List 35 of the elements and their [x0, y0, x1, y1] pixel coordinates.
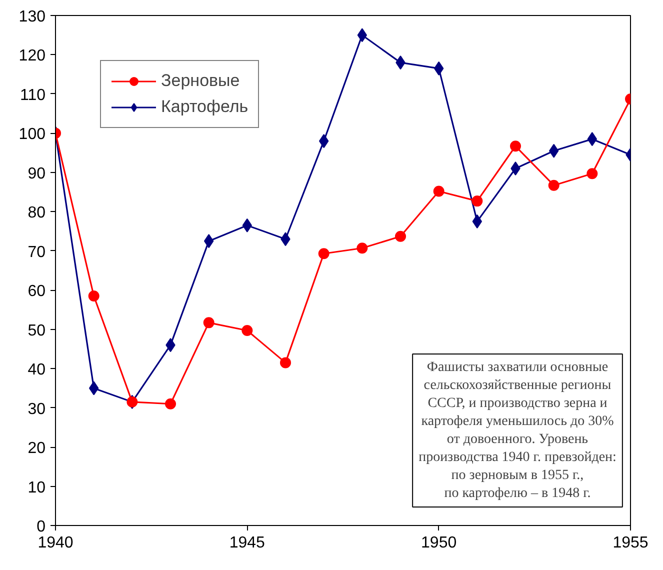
y-tick-label: 20 — [28, 440, 46, 458]
y-tick-label: 60 — [28, 283, 46, 300]
y-tick-label: 40 — [28, 362, 46, 379]
point — [88, 290, 100, 302]
legend-label: Зерновые — [161, 71, 240, 91]
y-tick-label: 30 — [28, 400, 46, 418]
x-tick-label: 1955 — [612, 534, 648, 552]
point — [165, 398, 176, 410]
x-tick-label: 1950 — [421, 534, 457, 552]
legend-label: Картофель — [161, 97, 248, 117]
y-tick-label: 0 — [36, 518, 46, 536]
y-tick-label: 110 — [20, 86, 46, 104]
y-tick-label: 100 — [18, 126, 46, 144]
x-tick-label: 1945 — [229, 534, 266, 552]
y-tick-label: 10 — [28, 479, 46, 496]
y-tick-label: 120 — [18, 48, 46, 65]
point — [472, 196, 483, 207]
annotation: Фашисты захватили основные сельскохозяйственные регионы СССР, и производство зерна и картофеля уменьшилось до 30% от довоенного. Уровень производства 1940 г. превзойден: по зерновым в 1955 г., по картофелю – в 1948 г. — [418, 360, 616, 501]
point — [395, 230, 406, 242]
point — [586, 168, 598, 180]
point — [242, 325, 253, 336]
point — [433, 186, 444, 197]
point — [510, 140, 521, 152]
y-tick-label: 50 — [28, 322, 46, 340]
y-tick-label: 90 — [28, 165, 46, 182]
point — [548, 180, 560, 191]
y-tick-label: 130 — [18, 8, 46, 26]
x-tick-label: 1940 — [38, 534, 74, 552]
y-tick-label: 80 — [28, 204, 46, 222]
point — [510, 162, 520, 176]
point — [203, 317, 214, 328]
point — [356, 242, 368, 254]
point — [280, 357, 291, 368]
y-tick-label: 70 — [28, 244, 46, 261]
point — [318, 248, 330, 260]
